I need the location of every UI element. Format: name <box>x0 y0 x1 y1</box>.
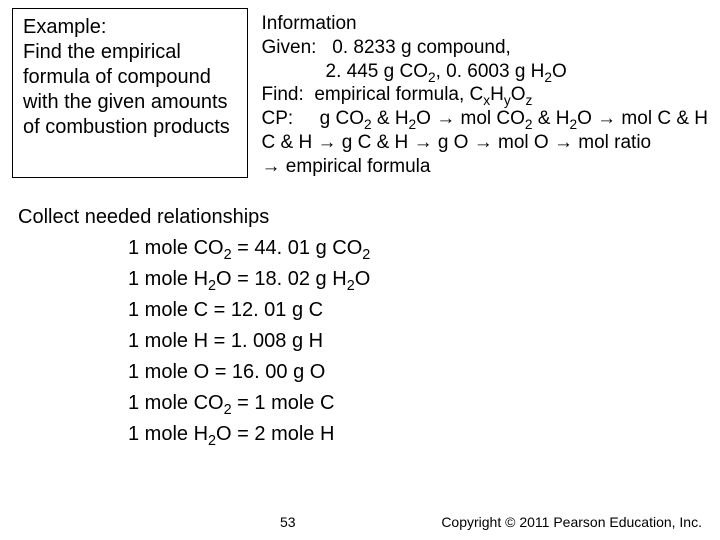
example-body: Find the empirical formula of compound w… <box>23 40 237 140</box>
info-given: Given: 0. 8233 g compound, <box>262 36 708 60</box>
cp-c: O <box>416 108 436 129</box>
info-given2: 2. 445 g CO2, 0. 6003 g H2O <box>262 60 708 84</box>
rel-line-6: 1 mole CO2 = 1 mole C <box>18 388 708 419</box>
rel-line-4: 1 mole H = 1. 008 g H <box>18 326 708 357</box>
sub-2: 2 <box>224 402 232 418</box>
cp-e: & H <box>533 108 570 129</box>
cp-l: empirical formula <box>281 156 431 177</box>
r7b: O = 2 mole H <box>216 423 334 445</box>
find-label: Find: <box>262 84 304 105</box>
r7a: 1 mole H <box>128 423 208 445</box>
info-cp3: → empirical formula <box>262 155 708 179</box>
copyright-text: Copyright © 2011 Pearson Education, Inc. <box>441 514 702 530</box>
cp-d: mol CO <box>455 108 525 129</box>
rel-line-3: 1 mole C = 12. 01 g C <box>18 295 708 326</box>
cp-b: & H <box>372 108 409 129</box>
g2a: 2. 445 g CO <box>326 61 428 82</box>
info-box: Information Given: 0. 8233 g compound, 2… <box>248 8 708 178</box>
r1b: = 44. 01 g CO <box>232 237 363 259</box>
sub-2: 2 <box>224 247 232 263</box>
g2c: O <box>552 61 567 82</box>
given-val1: 0. 8233 g compound, <box>332 37 511 58</box>
rel-line-5: 1 mole O = 16. 00 g O <box>18 357 708 388</box>
info-find: Find: empirical formula, CxHyOz <box>262 83 708 107</box>
arrow-icon: → <box>436 108 455 129</box>
copy-b: 2011 Pearson Education, Inc. <box>515 514 702 530</box>
find-a: empirical formula, C <box>314 84 483 105</box>
sub-2: 2 <box>364 117 372 132</box>
copy-a: Copyright <box>441 514 505 530</box>
arrow-icon: → <box>474 132 493 153</box>
sub-2: 2 <box>347 278 355 294</box>
find-b: H <box>490 84 504 105</box>
cp-f: O <box>577 108 597 129</box>
sub-2: 2 <box>428 69 436 84</box>
r2a: 1 mole H <box>128 268 208 290</box>
cp-h: g C & H <box>336 132 413 153</box>
arrow-icon: → <box>262 156 281 177</box>
arrow-icon: → <box>414 132 433 153</box>
given-label: Given: <box>262 37 317 58</box>
info-cp1: CP: g CO2 & H2O → mol CO2 & H2O → mol C … <box>262 107 708 131</box>
sub-2: 2 <box>362 247 370 263</box>
sub-2: 2 <box>208 278 216 294</box>
g2b: , 0. 6003 g H <box>436 61 545 82</box>
relationships-section: Collect needed relationships 1 mole CO2 … <box>0 178 720 450</box>
arrow-icon: → <box>554 132 573 153</box>
example-title: Example: <box>23 15 237 40</box>
rel-line-1: 1 mole CO2 = 44. 01 g CO2 <box>18 233 708 264</box>
sub-2: 2 <box>569 117 577 132</box>
find-c: O <box>511 84 526 105</box>
cp-j: mol O <box>493 132 554 153</box>
arrow-icon: → <box>597 108 616 129</box>
r2c: O <box>355 268 371 290</box>
sub-2: 2 <box>208 433 216 449</box>
info-cp2: C & H → g C & H → g O → mol O → mol rati… <box>262 131 708 155</box>
cp-a: g CO <box>320 108 364 129</box>
cp-label: CP: <box>262 108 294 129</box>
cp-i: g O <box>433 132 474 153</box>
sub-2: 2 <box>409 117 417 132</box>
rel-heading: Collect needed relationships <box>18 202 708 233</box>
r6a: 1 mole CO <box>128 392 224 414</box>
sub-2: 2 <box>544 69 552 84</box>
rel-line-7: 1 mole H2O = 2 mole H <box>18 419 708 450</box>
cp-g: mol C & H <box>616 108 708 129</box>
rel-line-2: 1 mole H2O = 18. 02 g H2O <box>18 264 708 295</box>
r1a: 1 mole CO <box>128 237 224 259</box>
arrow-icon: → <box>317 132 336 153</box>
info-heading: Information <box>262 12 708 36</box>
sub-z: z <box>525 93 532 108</box>
example-box: Example: Find the empirical formula of c… <box>12 8 248 178</box>
cp-k: mol ratio <box>573 132 651 153</box>
page-number: 53 <box>280 514 296 530</box>
r6b: = 1 mole C <box>232 392 335 414</box>
copyright-icon: © <box>505 514 515 530</box>
top-row: Example: Find the empirical formula of c… <box>0 0 720 178</box>
sub-2: 2 <box>525 117 533 132</box>
r2b: O = 18. 02 g H <box>216 268 347 290</box>
sub-y: y <box>504 93 511 108</box>
